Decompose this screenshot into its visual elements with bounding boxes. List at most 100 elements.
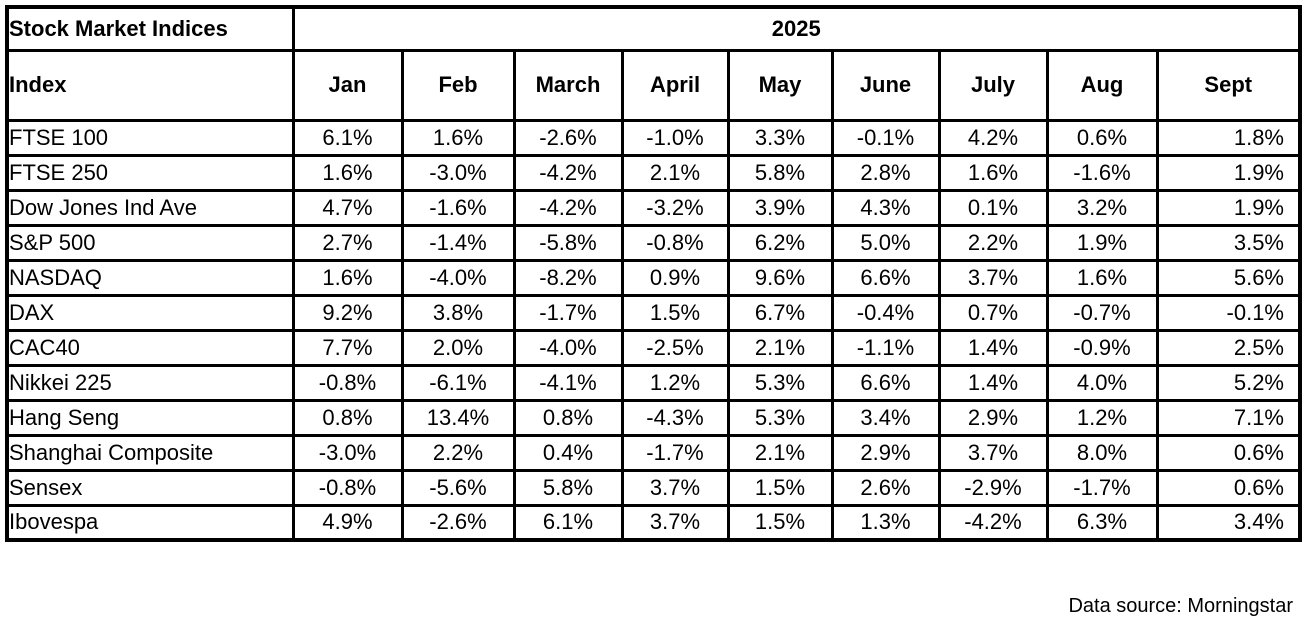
value-cell: 0.1%: [937, 188, 1049, 227]
value-cell: 4.3%: [830, 188, 941, 227]
value-cell: -2.5%: [620, 328, 730, 367]
value-cell: 0.7%: [937, 293, 1049, 332]
value-cell: -1.7%: [620, 433, 730, 472]
table-header-row-year: Stock Market Indices 2025: [5, 5, 1302, 52]
value-cell: 2.0%: [400, 328, 516, 367]
value-cell: 0.6%: [1155, 433, 1302, 472]
value-cell: -8.2%: [512, 258, 624, 297]
value-cell: 0.4%: [512, 433, 624, 472]
month-header: Jan: [291, 48, 404, 122]
index-name-cell: Nikkei 225: [5, 363, 295, 402]
value-cell: -3.0%: [291, 433, 404, 472]
value-cell: 1.2%: [620, 363, 730, 402]
value-cell: -0.4%: [830, 293, 941, 332]
index-name-cell: Sensex: [5, 468, 295, 507]
table-row: Shanghai Composite -3.0% 2.2% 0.4% -1.7% 2.1%…: [5, 433, 1302, 472]
value-cell: -1.6%: [400, 188, 516, 227]
value-cell: 5.8%: [512, 468, 624, 507]
value-cell: 3.2%: [1045, 188, 1159, 227]
value-cell: -1.7%: [512, 293, 624, 332]
table-row: S&P 500 2.7% -1.4% -5.8% -0.8% 6.2% 5.0% 2.2% 1.…: [5, 223, 1302, 262]
value-cell: 3.4%: [830, 398, 941, 437]
table-title: Stock Market Indices: [5, 5, 295, 52]
index-name-cell: S&P 500: [5, 223, 295, 262]
value-cell: 0.6%: [1155, 468, 1302, 507]
table-row: FTSE 100 6.1% 1.6% -2.6% -1.0% 3.3% -0.1% 4.2% 0…: [5, 118, 1302, 157]
value-cell: 1.9%: [1155, 153, 1302, 192]
value-cell: 3.4%: [1155, 503, 1302, 542]
month-header: April: [620, 48, 730, 122]
value-cell: -4.0%: [400, 258, 516, 297]
value-cell: 1.5%: [726, 503, 834, 542]
value-cell: 2.7%: [291, 223, 404, 262]
table-row: Ibovespa 4.9% -2.6% 6.1% 3.7% 1.5% 1.3% -4.2% 6.…: [5, 503, 1302, 542]
index-name-cell: Ibovespa: [5, 503, 295, 542]
value-cell: 5.3%: [726, 398, 834, 437]
value-cell: -6.1%: [400, 363, 516, 402]
value-cell: -1.7%: [1045, 468, 1159, 507]
month-header: Sept: [1155, 48, 1302, 122]
value-cell: 5.2%: [1155, 363, 1302, 402]
value-cell: 2.9%: [937, 398, 1049, 437]
value-cell: 5.0%: [830, 223, 941, 262]
value-cell: -4.2%: [512, 153, 624, 192]
value-cell: 4.7%: [291, 188, 404, 227]
value-cell: 1.6%: [937, 153, 1049, 192]
value-cell: 3.5%: [1155, 223, 1302, 262]
value-cell: 2.6%: [830, 468, 941, 507]
value-cell: 1.4%: [937, 328, 1049, 367]
value-cell: -0.8%: [291, 363, 404, 402]
value-cell: 3.7%: [620, 503, 730, 542]
value-cell: -4.3%: [620, 398, 730, 437]
value-cell: 3.7%: [620, 468, 730, 507]
value-cell: 6.1%: [512, 503, 624, 542]
value-cell: -2.6%: [512, 118, 624, 157]
month-header: May: [726, 48, 834, 122]
table-row: NASDAQ 1.6% -4.0% -8.2% 0.9% 9.6% 6.6% 3.7% 1.6%…: [5, 258, 1302, 297]
value-cell: 2.1%: [726, 328, 834, 367]
value-cell: -2.6%: [400, 503, 516, 542]
value-cell: 1.6%: [400, 118, 516, 157]
value-cell: 1.5%: [620, 293, 730, 332]
value-cell: 6.2%: [726, 223, 834, 262]
value-cell: 2.2%: [400, 433, 516, 472]
value-cell: 8.0%: [1045, 433, 1159, 472]
month-header: March: [512, 48, 624, 122]
table-row: Dow Jones Ind Ave 4.7% -1.6% -4.2% -3.2% 3.9%…: [5, 188, 1302, 227]
table-row: CAC40 7.7% 2.0% -4.0% -2.5% 2.1% -1.1% 1.4% -0.9…: [5, 328, 1302, 367]
value-cell: -4.1%: [512, 363, 624, 402]
value-cell: -0.1%: [1155, 293, 1302, 332]
month-header: June: [830, 48, 941, 122]
value-cell: 2.2%: [937, 223, 1049, 262]
value-cell: -2.9%: [937, 468, 1049, 507]
month-header: Feb: [400, 48, 516, 122]
value-cell: -5.6%: [400, 468, 516, 507]
value-cell: -1.4%: [400, 223, 516, 262]
value-cell: 3.9%: [726, 188, 834, 227]
value-cell: -1.1%: [830, 328, 941, 367]
value-cell: -0.8%: [291, 468, 404, 507]
data-source-note: Data source: Morningstar: [1068, 595, 1293, 617]
value-cell: -3.0%: [400, 153, 516, 192]
value-cell: -4.0%: [512, 328, 624, 367]
table-header-row-months: Index Jan Feb March April May June July Aug Sept: [5, 48, 1302, 122]
value-cell: 1.3%: [830, 503, 941, 542]
value-cell: 3.3%: [726, 118, 834, 157]
value-cell: 6.7%: [726, 293, 834, 332]
value-cell: 1.8%: [1155, 118, 1302, 157]
value-cell: 1.4%: [937, 363, 1049, 402]
value-cell: 0.8%: [291, 398, 404, 437]
value-cell: 9.6%: [726, 258, 834, 297]
value-cell: 4.0%: [1045, 363, 1159, 402]
value-cell: 6.3%: [1045, 503, 1159, 542]
value-cell: -0.8%: [620, 223, 730, 262]
value-cell: 6.6%: [830, 258, 941, 297]
value-cell: 3.8%: [400, 293, 516, 332]
value-cell: 5.8%: [726, 153, 834, 192]
index-name-cell: FTSE 250: [5, 153, 295, 192]
value-cell: 3.7%: [937, 433, 1049, 472]
value-cell: 2.8%: [830, 153, 941, 192]
index-name-cell: Dow Jones Ind Ave: [5, 188, 295, 227]
value-cell: -0.1%: [830, 118, 941, 157]
